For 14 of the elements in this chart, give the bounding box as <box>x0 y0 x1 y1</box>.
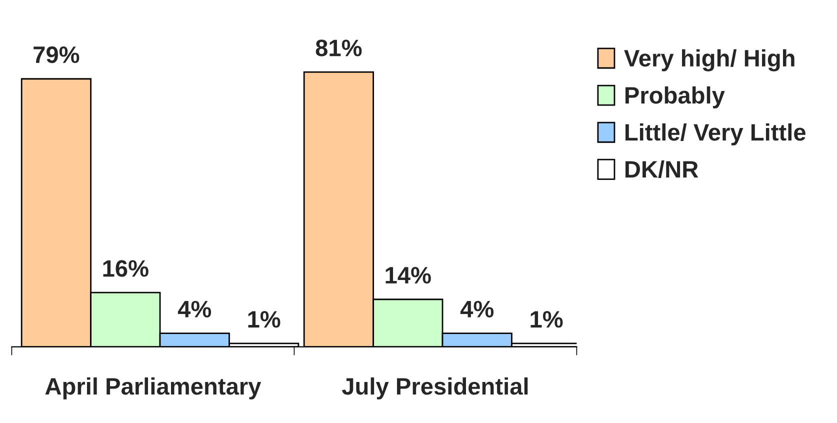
data-label: 1% <box>248 311 280 328</box>
data-label: 16% <box>103 260 148 277</box>
legend-label: Probably <box>625 86 725 108</box>
data-label: 81% <box>316 40 362 56</box>
legend-label: Little/ Very Little <box>625 123 806 146</box>
x-tick-label: July Presidential <box>342 377 528 400</box>
data-label: 14% <box>386 266 431 284</box>
data-label: 4% <box>178 300 212 318</box>
data-label: 1% <box>530 311 563 328</box>
data-label: 79% <box>34 46 80 64</box>
data-label: 4% <box>460 300 494 318</box>
legend-label: DK/NR <box>625 160 698 178</box>
legend-label: Very high/ High <box>624 49 794 72</box>
x-tick-label: April Parliamentary <box>45 377 262 400</box>
